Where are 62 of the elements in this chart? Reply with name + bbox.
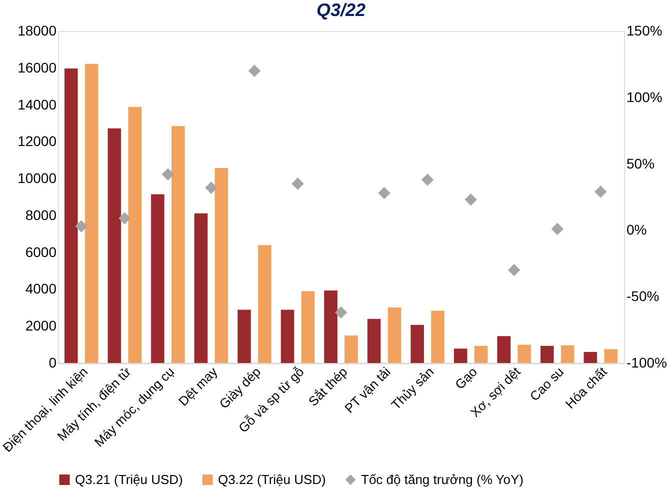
chart-title: Q3/22 (316, 0, 366, 20)
point (421, 174, 434, 186)
bar (518, 344, 531, 363)
bar (388, 307, 402, 363)
bar (540, 346, 554, 363)
y2-tick-label: 0% (626, 222, 647, 238)
legend-label: Q3.22 (Triệu USD) (218, 472, 326, 487)
point (594, 186, 607, 198)
bar (238, 310, 251, 363)
bar (258, 245, 272, 363)
point (248, 64, 261, 77)
point (292, 178, 304, 190)
legend-label: Tốc độ tăng trưởng (% YoY) (361, 472, 524, 487)
point (75, 220, 88, 232)
point (205, 182, 218, 194)
bar (410, 324, 424, 363)
y2-tick-label: 50% (626, 155, 655, 172)
point (378, 186, 390, 200)
y-tick-label: 12000 (18, 133, 57, 150)
point (334, 306, 348, 319)
y-tick-label: 6000 (25, 244, 57, 260)
bar (367, 318, 381, 363)
y2-tick-label: -50% (626, 288, 660, 304)
bar (64, 68, 78, 363)
y-tick-label: 0 (48, 354, 57, 370)
bar (171, 126, 185, 363)
bar (280, 310, 294, 363)
y-tick-label: 10000 (18, 170, 57, 186)
y-tick-label: 8000 (25, 206, 57, 223)
y-tick-label: 16000 (18, 59, 57, 76)
point (551, 222, 564, 235)
bar (454, 348, 468, 363)
point (118, 212, 131, 224)
bar (194, 213, 208, 363)
y2-tick-label: 100% (626, 88, 662, 105)
bar (324, 290, 338, 363)
bar (301, 291, 315, 363)
y-tick-label: 14000 (18, 96, 57, 112)
bar (128, 106, 142, 363)
bar (474, 346, 488, 363)
y-tick-label: 4000 (25, 280, 57, 297)
bar (497, 336, 511, 363)
y2-tick-label: -100% (626, 354, 667, 370)
point (464, 194, 477, 206)
bar (560, 345, 574, 363)
bar (584, 352, 598, 363)
point (508, 264, 520, 276)
point (162, 168, 174, 181)
bar (431, 310, 444, 363)
x-tick-label: Gạo (452, 364, 480, 392)
x-tick-label: Dệt may (176, 364, 221, 409)
bar (604, 349, 618, 363)
legend-label: Q3.21 (Triệu USD) (75, 472, 183, 487)
bar (344, 336, 358, 363)
y-tick-label: 18000 (18, 22, 57, 38)
x-tick-label: Cao su (526, 364, 567, 404)
bar (151, 194, 164, 363)
bar (214, 168, 228, 363)
y2-tick-label: 150% (626, 22, 662, 38)
y-tick-label: 2000 (25, 318, 57, 334)
bar (108, 128, 122, 363)
bar (84, 64, 98, 363)
